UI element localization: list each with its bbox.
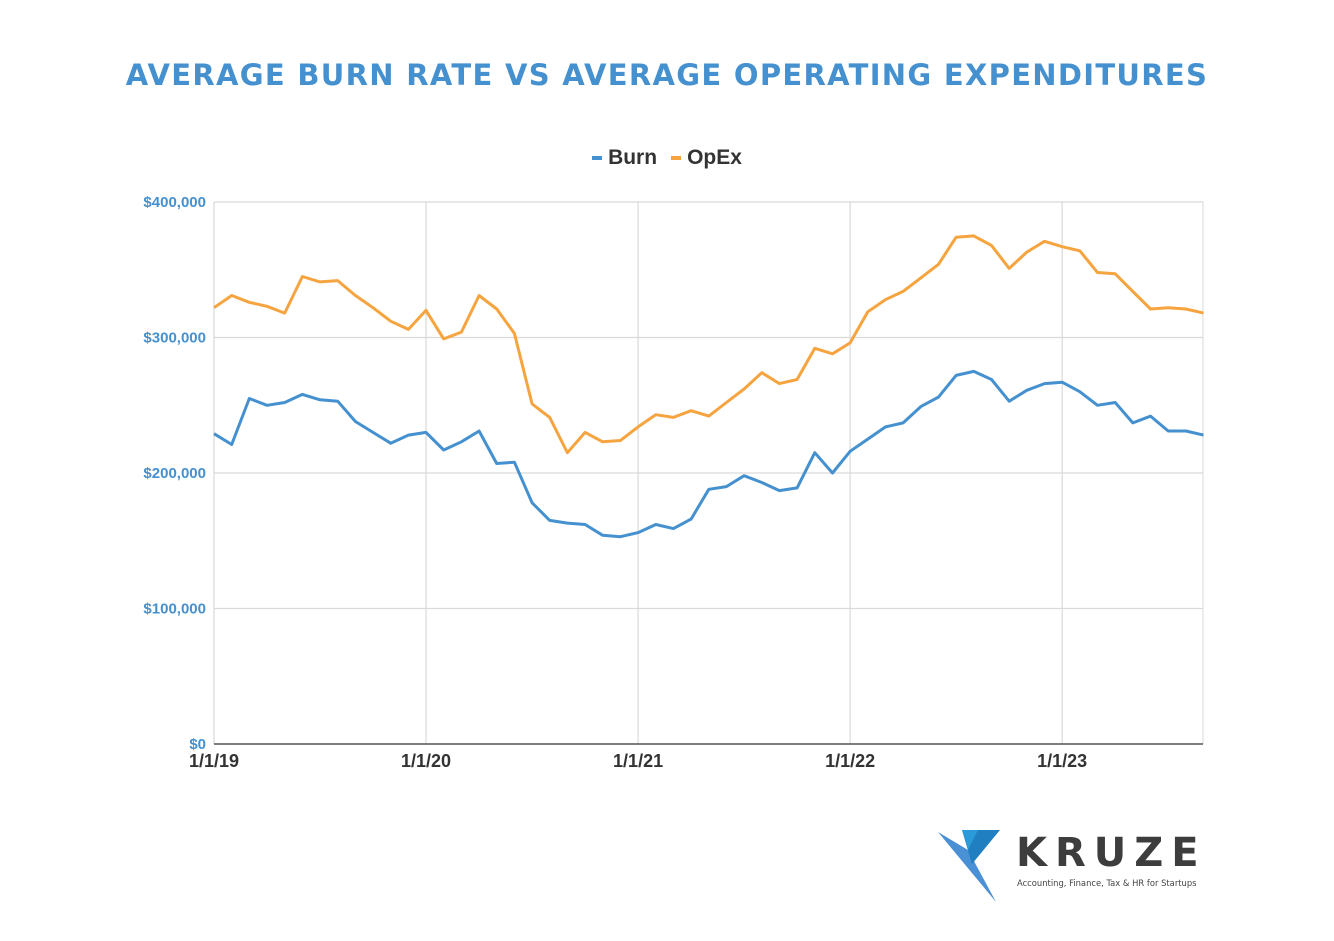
chart-title: AVERAGE BURN RATE VS AVERAGE OPERATING E… [125, 58, 1209, 92]
legend-swatch-opex [671, 156, 682, 160]
y-tick-label: $400,000 [143, 194, 206, 211]
x-tick-label: 1/1/22 [825, 751, 875, 771]
legend-item-opex[interactable]: OpEx [671, 146, 742, 170]
series-line-burn [213, 369, 1204, 539]
legend-label-burn: Burn [608, 146, 658, 169]
logo-wordmark: KRUZE [1016, 830, 1207, 876]
legend-swatch-burn [592, 156, 603, 160]
x-tick-label: 1/1/20 [401, 751, 451, 771]
legend-item-burn[interactable]: Burn [592, 146, 657, 170]
y-tick-label: $200,000 [143, 465, 206, 482]
logo-tagline: Accounting, Finance, Tax & HR for Startu… [1017, 878, 1197, 888]
legend-label-opex: OpEx [687, 146, 742, 169]
kruze-logo-mark-icon [938, 830, 1000, 902]
x-tick-label: 1/1/21 [613, 751, 663, 771]
legend: Burn OpEx [0, 146, 1334, 170]
y-tick-label: $0 [189, 736, 206, 753]
x-tick-label: 1/1/19 [189, 751, 239, 771]
y-tick-label: $100,000 [143, 601, 206, 618]
kruze-logo: KRUZE Accounting, Finance, Tax & HR for … [938, 828, 1199, 904]
y-tick-label: $300,000 [143, 330, 206, 347]
line-chart: $0 $100,000 $200,000 $300,000 $400,000 1/1/19… [143, 194, 1204, 771]
series-line-opex [213, 234, 1204, 455]
x-tick-label: 1/1/23 [1037, 751, 1087, 771]
